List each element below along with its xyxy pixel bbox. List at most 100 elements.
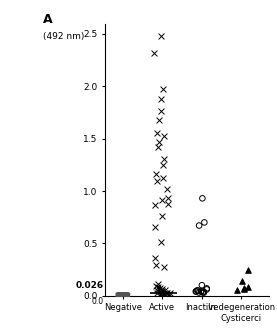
Point: [117, 292, 121, 297]
Point: [117, 292, 122, 297]
Point: [204, 287, 209, 292]
Point: [122, 292, 127, 297]
Point: [194, 289, 198, 294]
Point: [199, 289, 203, 294]
Point: [116, 292, 121, 297]
Point: [161, 87, 165, 92]
Point: [121, 292, 125, 297]
Point: [155, 282, 160, 287]
Point: [120, 292, 124, 297]
Point: [120, 292, 124, 297]
Text: 0.0: 0.0: [91, 297, 104, 306]
Point: [158, 286, 162, 291]
Point: [165, 290, 170, 295]
Point: [157, 117, 162, 123]
Point: [168, 290, 173, 295]
Point: [118, 292, 122, 297]
Point: [202, 220, 207, 225]
Point: [117, 292, 122, 297]
Point: [119, 292, 123, 297]
Point: [160, 198, 165, 203]
Point: [162, 265, 166, 270]
Point: [119, 292, 123, 297]
Point: [245, 267, 250, 272]
Point: [160, 176, 165, 181]
Point: [157, 291, 162, 296]
Point: [160, 289, 165, 294]
Point: [117, 292, 121, 297]
Point: [117, 292, 121, 297]
Point: [124, 292, 128, 297]
Point: [122, 292, 126, 297]
Point: [246, 285, 250, 290]
Point: [116, 292, 120, 297]
Point: [158, 289, 163, 294]
Point: [160, 289, 164, 294]
Point: [194, 289, 198, 294]
Point: [125, 292, 129, 297]
Point: [153, 284, 158, 289]
Point: [120, 292, 124, 297]
Point: [124, 292, 128, 297]
Point: [153, 224, 157, 229]
Point: [164, 290, 168, 295]
Point: [196, 288, 200, 293]
Text: 0.026: 0.026: [76, 281, 104, 290]
Point: [116, 292, 121, 297]
Point: [166, 201, 171, 206]
Point: [121, 292, 125, 297]
Point: [125, 292, 129, 297]
Point: [157, 139, 161, 144]
Point: [155, 285, 160, 290]
Point: [123, 292, 127, 297]
Text: (492 nm): (492 nm): [43, 32, 84, 41]
Point: [155, 288, 159, 293]
Point: [167, 291, 171, 296]
Point: [202, 290, 206, 295]
Point: [159, 291, 163, 296]
Point: [121, 292, 126, 297]
Point: [123, 292, 127, 297]
Point: [160, 287, 164, 292]
Point: [121, 292, 125, 297]
Point: [199, 289, 203, 294]
Point: [124, 292, 129, 297]
Point: [160, 290, 165, 295]
Point: [242, 287, 246, 292]
Point: [123, 292, 127, 297]
Point: [117, 292, 122, 297]
Point: [155, 178, 159, 183]
Point: [152, 50, 156, 55]
Point: [166, 196, 171, 201]
Point: [116, 292, 121, 297]
Point: [153, 255, 158, 261]
Point: [195, 288, 199, 293]
Point: [119, 292, 123, 297]
Point: [120, 292, 124, 297]
Point: [120, 292, 124, 297]
Point: [125, 292, 130, 297]
Text: A: A: [43, 13, 53, 26]
Point: [125, 292, 130, 297]
Point: [117, 292, 121, 297]
Point: [124, 292, 128, 297]
Point: [122, 292, 126, 297]
Point: [163, 288, 167, 293]
Point: [118, 292, 122, 297]
Point: [161, 291, 166, 296]
Point: [121, 292, 125, 297]
Point: [122, 292, 127, 297]
Point: [204, 286, 209, 291]
Point: [119, 292, 124, 297]
Point: [121, 292, 125, 297]
Point: [124, 292, 129, 297]
Point: [154, 290, 159, 295]
Point: [165, 186, 170, 192]
Point: [124, 292, 129, 297]
Point: [117, 292, 121, 297]
Point: [159, 109, 163, 114]
Point: [161, 162, 165, 168]
Point: [125, 292, 129, 297]
Point: [117, 292, 121, 297]
Point: [155, 131, 160, 136]
